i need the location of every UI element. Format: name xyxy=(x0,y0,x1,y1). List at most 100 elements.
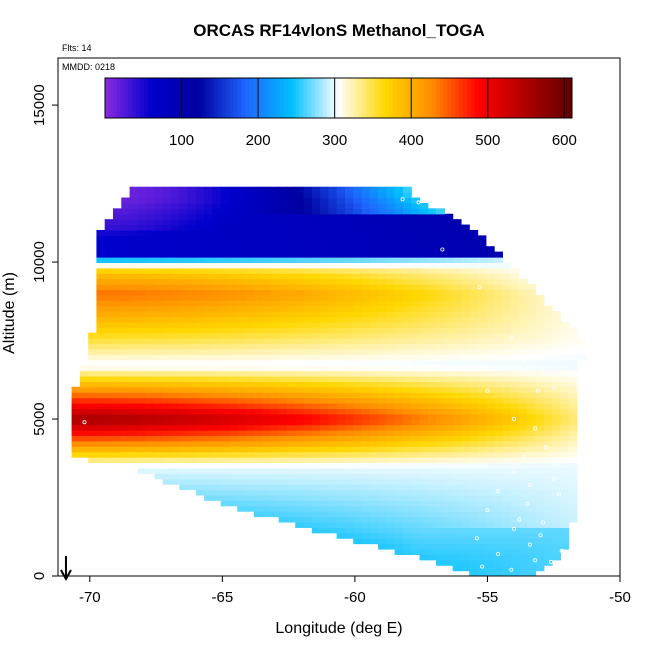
heatmap-cell xyxy=(245,494,255,501)
heatmap-cell xyxy=(336,440,346,447)
heatmap-cell xyxy=(353,424,363,431)
heatmap-cell xyxy=(560,386,570,393)
heatmap-cell xyxy=(411,267,421,274)
colorbar-segment xyxy=(260,78,266,118)
heatmap-cell xyxy=(361,484,371,491)
heatmap-cell xyxy=(146,321,156,328)
heatmap-cell xyxy=(212,375,222,382)
heatmap-cell xyxy=(104,430,114,437)
heatmap-cell xyxy=(204,478,214,485)
heatmap-cell xyxy=(146,240,156,247)
heatmap-cell xyxy=(535,440,545,447)
heatmap-cell xyxy=(228,257,238,264)
heatmap-cell xyxy=(245,343,255,350)
heatmap-cell xyxy=(295,186,305,193)
flight-track-point xyxy=(400,197,405,202)
heatmap-cell xyxy=(394,446,404,453)
heatmap-cell xyxy=(311,419,321,426)
colorbar-segment xyxy=(171,78,176,118)
heatmap-cell xyxy=(510,548,520,555)
heatmap-cell xyxy=(452,565,462,572)
heatmap-cell xyxy=(320,359,329,366)
heatmap-cell xyxy=(535,332,545,339)
heatmap-cell xyxy=(353,273,363,280)
heatmap-cell xyxy=(378,440,387,447)
heatmap-cell xyxy=(576,343,586,350)
heatmap-cell xyxy=(494,565,503,572)
heatmap-cell xyxy=(278,494,288,501)
heatmap-cell xyxy=(560,419,570,426)
colorbar-segment xyxy=(233,78,238,118)
heatmap-cell xyxy=(179,430,189,437)
heatmap-cell xyxy=(187,430,197,437)
heatmap-cell xyxy=(502,305,512,312)
heatmap-cell xyxy=(270,332,280,339)
heatmap-cell xyxy=(171,208,180,215)
heatmap-cell xyxy=(386,343,396,350)
heatmap-cell xyxy=(179,359,189,366)
heatmap-cell xyxy=(253,402,263,409)
heatmap-cell xyxy=(311,300,321,307)
heatmap-cell xyxy=(502,440,512,447)
heatmap-cell xyxy=(121,235,131,242)
colorbar-segment xyxy=(463,78,468,118)
heatmap-cell xyxy=(146,197,156,204)
heatmap-cell xyxy=(88,446,98,453)
heatmap-cell xyxy=(179,381,189,388)
heatmap-cell xyxy=(552,521,561,528)
heatmap-cell xyxy=(378,202,387,209)
heatmap-cell xyxy=(394,500,404,507)
heatmap-cell xyxy=(427,311,437,318)
heatmap-cell xyxy=(394,300,404,307)
heatmap-cell xyxy=(311,235,321,242)
heatmap-cell xyxy=(129,457,139,464)
heatmap-cell xyxy=(262,246,271,253)
heatmap-cell xyxy=(204,213,214,220)
heatmap-cell xyxy=(212,294,222,301)
heatmap-cell xyxy=(419,289,429,296)
heatmap-cell xyxy=(187,343,197,350)
heatmap-cell xyxy=(137,435,147,442)
heatmap-cell xyxy=(394,413,404,420)
heatmap-cell xyxy=(328,478,338,485)
heatmap-cell xyxy=(328,294,338,301)
heatmap-cell xyxy=(121,446,131,453)
heatmap-cell xyxy=(427,446,437,453)
heatmap-cell xyxy=(195,229,205,236)
heatmap-cell xyxy=(452,262,462,269)
heatmap-cell xyxy=(146,386,156,393)
heatmap-cell xyxy=(535,446,545,453)
heatmap-cell xyxy=(543,462,553,469)
heatmap-cell xyxy=(328,521,338,528)
heatmap-cell xyxy=(469,240,479,247)
heatmap-cell xyxy=(469,348,479,355)
heatmap-cell xyxy=(187,451,197,458)
heatmap-cell xyxy=(469,489,479,496)
heatmap-cell xyxy=(179,251,189,258)
heatmap-cell xyxy=(286,375,296,382)
heatmap-cell xyxy=(402,467,412,474)
heatmap-cell xyxy=(245,473,255,480)
heatmap-cell xyxy=(154,408,164,415)
heatmap-cell xyxy=(543,397,553,404)
heatmap-cell xyxy=(485,278,495,285)
heatmap-cell xyxy=(212,327,222,334)
heatmap-cell xyxy=(369,359,379,366)
heatmap-cell xyxy=(129,311,139,318)
heatmap-cell xyxy=(419,365,429,372)
heatmap-cell xyxy=(328,500,338,507)
heatmap-cell xyxy=(444,446,454,453)
heatmap-cell xyxy=(146,267,156,274)
heatmap-cell xyxy=(237,381,247,388)
heatmap-cell xyxy=(195,413,205,420)
heatmap-cell xyxy=(245,300,255,307)
heatmap-cell xyxy=(270,462,280,469)
heatmap-cell xyxy=(137,289,147,296)
colorbar-tick-label: 500 xyxy=(475,132,500,149)
heatmap-cell xyxy=(477,413,487,420)
heatmap-cell xyxy=(286,278,296,285)
heatmap-cell xyxy=(543,478,553,485)
heatmap-cell xyxy=(262,273,271,280)
heatmap-cell xyxy=(137,430,147,437)
heatmap-cell xyxy=(220,462,230,469)
